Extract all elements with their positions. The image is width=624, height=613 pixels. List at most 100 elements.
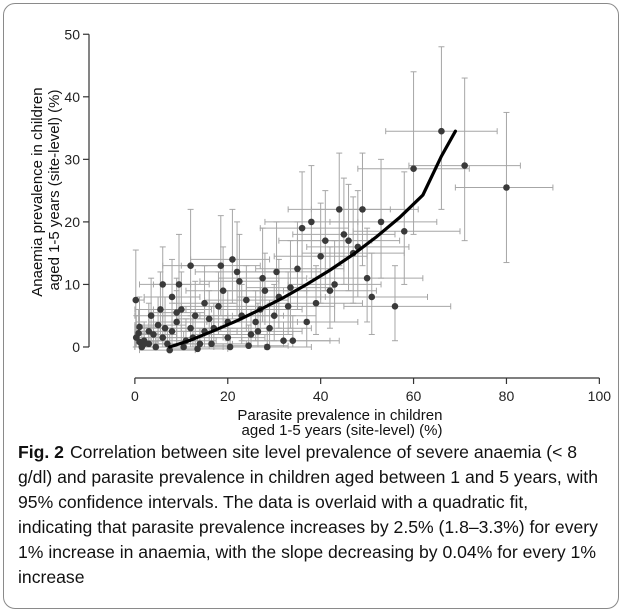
data-point (287, 284, 294, 291)
data-point (345, 237, 352, 244)
data-point (157, 306, 164, 313)
error-bar (357, 71, 470, 235)
data-points (132, 127, 510, 354)
data-point (136, 323, 143, 331)
y-axis-title-line-2: aged 1-5 years (site-level) (%) (46, 90, 63, 291)
data-point (317, 252, 324, 260)
error-bar (190, 208, 271, 304)
data-point (136, 338, 143, 346)
y-tick-label: 20 (64, 214, 80, 230)
data-point (340, 231, 348, 238)
y-tick-label: 40 (64, 89, 80, 105)
data-point (233, 268, 241, 276)
data-point (224, 334, 232, 341)
data-point (266, 324, 273, 332)
data-point (226, 343, 234, 351)
y-tick-label: 50 (64, 26, 80, 42)
data-point (159, 281, 167, 288)
data-point (270, 312, 278, 320)
data-point (180, 343, 187, 351)
data-point (215, 303, 222, 310)
data-point (261, 287, 269, 294)
figure-label: Fig. 2 (18, 442, 64, 462)
data-point (229, 256, 236, 263)
quadratic-fit-line (168, 129, 457, 349)
x-axis-title-line-1: Parasite prevalence in children (237, 407, 442, 424)
axes: 0 10 20 30 40 50 0 20 40 60 80 100 (64, 26, 611, 404)
data-point (132, 296, 140, 304)
x-tick-label: 80 (499, 388, 515, 404)
data-point (400, 227, 408, 235)
data-point (377, 218, 385, 226)
data-point (284, 303, 292, 310)
data-point (159, 334, 167, 341)
data-point (217, 262, 225, 269)
x-tick-label: 0 (131, 388, 139, 404)
data-point (173, 318, 180, 326)
error-bar (408, 77, 521, 242)
x-tick-label: 20 (220, 388, 236, 404)
data-point (331, 281, 338, 288)
y-tick-label: 30 (64, 151, 80, 167)
data-point (135, 329, 142, 337)
data-point (187, 324, 194, 332)
data-point (161, 324, 169, 332)
data-point (194, 345, 201, 353)
data-point (196, 340, 204, 348)
data-point (191, 312, 199, 320)
data-point (245, 342, 252, 350)
data-point (205, 315, 213, 323)
data-point (363, 274, 371, 282)
error-bar (236, 258, 326, 329)
data-point (326, 287, 334, 294)
data-point (254, 328, 262, 335)
data-point (168, 328, 176, 335)
y-axis-title: Anaemia prevalence in children aged 1-5 … (29, 83, 63, 296)
error-bar (255, 221, 345, 310)
x-tick-label: 60 (406, 388, 422, 404)
data-point (252, 318, 259, 326)
data-point (178, 306, 185, 313)
data-point (289, 337, 297, 345)
x-axis-title: Parasite prevalence in children aged 1-5… (237, 407, 446, 439)
data-point (175, 281, 183, 288)
data-point (166, 346, 174, 354)
data-point (303, 318, 311, 326)
data-point (173, 309, 180, 316)
data-point (219, 287, 227, 294)
data-point (461, 162, 468, 169)
data-point (263, 343, 271, 351)
x-tick-label: 40 (313, 388, 329, 404)
data-point (312, 299, 320, 307)
data-point (154, 321, 162, 329)
data-point (368, 293, 376, 301)
data-point (208, 340, 215, 348)
error-bars (132, 46, 554, 354)
data-point (391, 303, 399, 310)
caption-text: Correlation between site level prevalenc… (18, 442, 598, 587)
data-point (294, 265, 301, 273)
data-point (152, 343, 160, 351)
y-tick-label: 0 (72, 339, 80, 355)
figure-caption: Fig. 2 Correlation between site level pre… (18, 440, 603, 590)
data-point (243, 296, 250, 304)
data-point (410, 165, 417, 173)
data-point (359, 206, 366, 213)
data-point (308, 218, 315, 226)
data-point (187, 262, 194, 269)
scatter-chart: 0 10 20 30 40 50 0 20 40 60 80 100 Anaemia prevalen… (29, 26, 611, 439)
data-point (168, 293, 176, 301)
x-tick-label: 100 (588, 388, 612, 404)
data-point (273, 268, 280, 276)
x-axis-title-line-2: aged 1-5 years (site-level) (%) (242, 422, 443, 439)
data-point (145, 328, 153, 335)
data-point (503, 184, 510, 191)
data-point (145, 340, 153, 348)
data-point (280, 337, 287, 345)
data-point (147, 312, 155, 320)
data-point (298, 224, 306, 232)
data-point (438, 127, 445, 135)
data-point (247, 331, 255, 338)
data-point (236, 278, 243, 285)
data-point (150, 331, 157, 338)
